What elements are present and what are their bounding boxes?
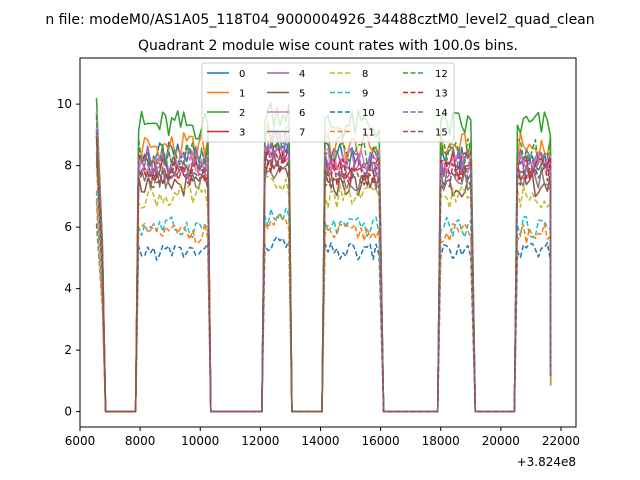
axes-frame <box>79 57 577 428</box>
x-tick-label: 14000 <box>301 434 339 448</box>
y-axis: 0 2 4 6 8 10 <box>57 97 80 419</box>
legend-label-8: 8 <box>362 69 368 80</box>
y-tick-label: 6 <box>64 220 72 234</box>
legend-label-7: 7 <box>299 128 305 139</box>
y-tick-label: 4 <box>64 282 72 296</box>
x-tick-label: 8000 <box>125 434 156 448</box>
legend-label-3: 3 <box>239 128 245 139</box>
legend-label-12: 12 <box>435 69 448 80</box>
legend-label-2: 2 <box>239 108 245 119</box>
legend-label-9: 9 <box>362 89 368 100</box>
legend-label-10: 10 <box>362 108 375 119</box>
y-tick-label: 10 <box>57 97 72 111</box>
y-tick-label: 8 <box>64 159 72 173</box>
x-tick-label: 16000 <box>362 434 400 448</box>
x-axis: 6000 8000 10000 12000 14000 16000 18000 20000 22… <box>65 427 580 448</box>
legend-label-11: 11 <box>362 128 375 139</box>
x-tick-label: 18000 <box>422 434 460 448</box>
y-tick-label: 0 <box>64 405 72 419</box>
x-tick-label: 20000 <box>482 434 520 448</box>
legend-label-5: 5 <box>299 89 305 100</box>
legend-label-13: 13 <box>435 89 448 100</box>
series-layer <box>95 97 552 413</box>
y-tick-label: 2 <box>64 343 72 357</box>
x-tick-label: 22000 <box>542 434 580 448</box>
suptitle: n file: modeM0/AS1A05_118T04_9000004926_… <box>45 12 594 28</box>
legend-frame <box>201 62 455 143</box>
series-line-10 <box>95 223 552 413</box>
chart-title: Quadrant 2 module wise count rates with … <box>138 38 518 54</box>
legend-label-4: 4 <box>299 69 305 80</box>
legend-label-1: 1 <box>239 89 245 100</box>
legend-label-14: 14 <box>435 108 448 119</box>
series-line-15 <box>95 136 552 413</box>
x-tick-label: 6000 <box>65 434 96 448</box>
series-line-9 <box>95 190 552 413</box>
x-tick-label: 10000 <box>181 434 219 448</box>
plot-area: 6000 8000 10000 12000 14000 16000 18000 20000 22… <box>57 57 580 448</box>
legend-label-6: 6 <box>299 108 305 119</box>
legend-label-0: 0 <box>239 69 245 80</box>
x-offset-label: +3.824e8 <box>517 455 576 469</box>
legend-label-15: 15 <box>435 128 448 139</box>
x-tick-label: 12000 <box>241 434 279 448</box>
series-line-11 <box>95 200 552 413</box>
